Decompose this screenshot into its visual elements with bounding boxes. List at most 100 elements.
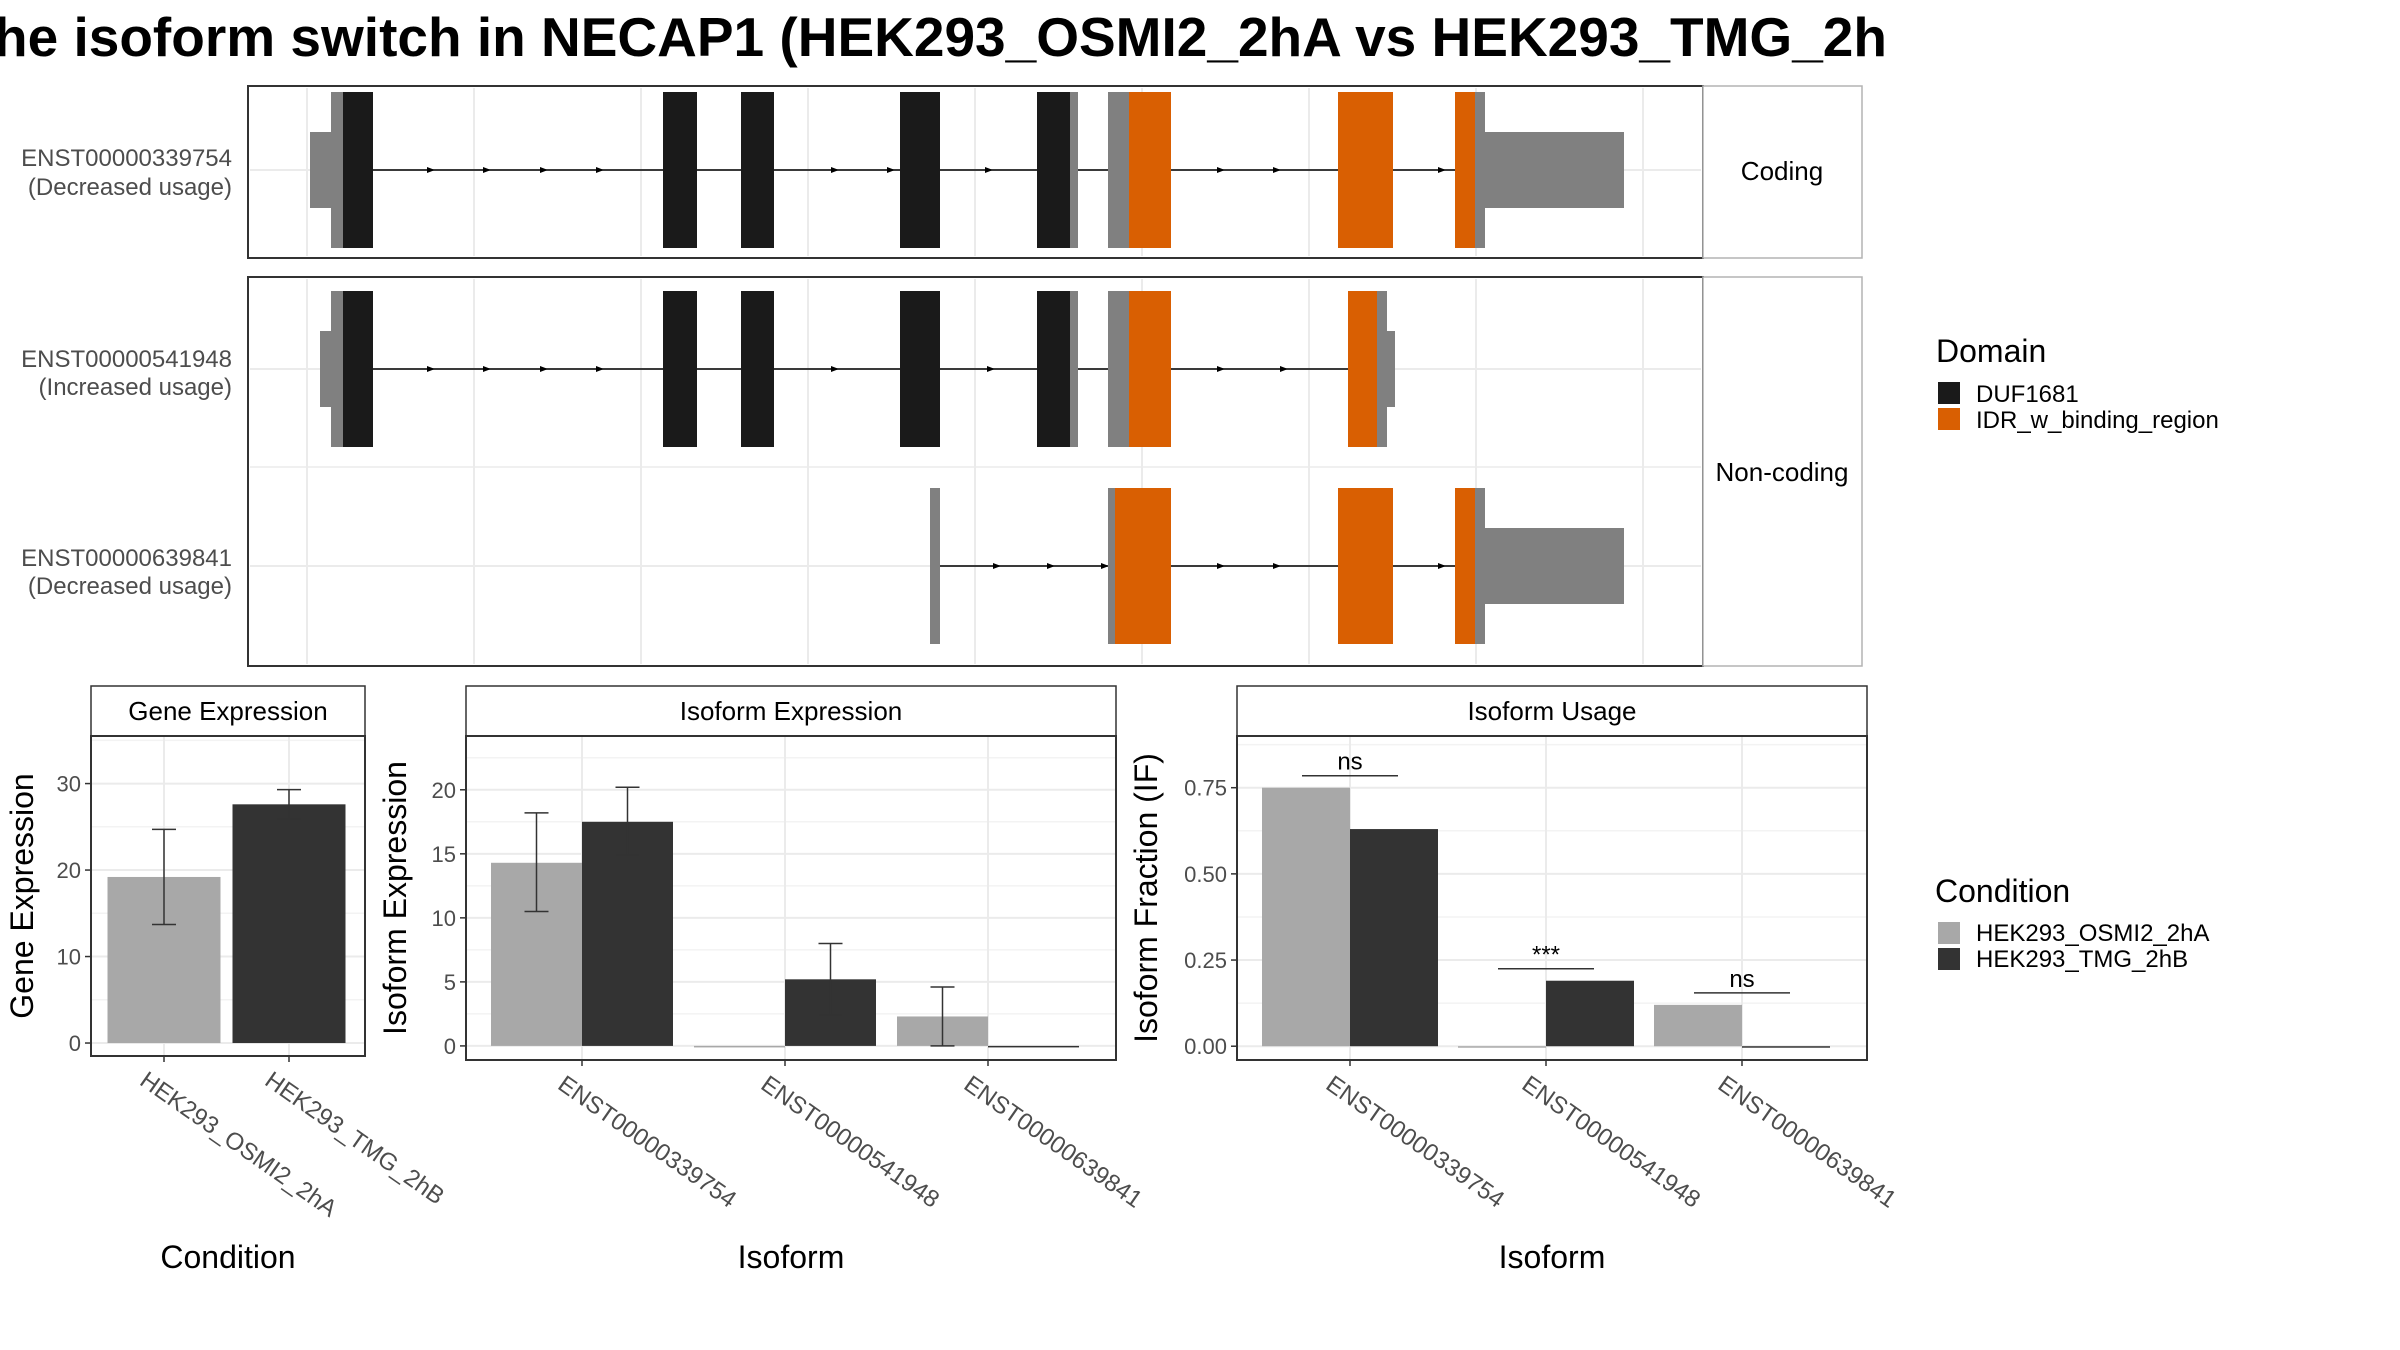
intron-direction-arrow: [831, 167, 839, 173]
idr-domain-block: [1129, 291, 1171, 447]
condition-legend-label-tmg: HEK293_TMG_2hB: [1976, 946, 2188, 973]
intron-direction-arrow: [1217, 167, 1225, 173]
gene-expression-strip: [90, 685, 366, 737]
y-tick-label: 15: [432, 842, 456, 867]
duf1681-domain-block: [663, 291, 697, 447]
isoform-expression-chart: Isoform Expression 0 5 10 15 20 ENST000003397…: [377, 685, 1147, 1275]
domain-legend-title: Domain: [1936, 333, 2046, 369]
isoform-usage-xlabel: Isoform: [1499, 1239, 1606, 1275]
duf1681-domain-block: [343, 291, 373, 447]
significance-label: ns: [1337, 749, 1362, 776]
idr-domain-block: [1455, 92, 1475, 248]
idr-domain-block: [1129, 92, 1171, 248]
significance-label: ns: [1729, 966, 1754, 993]
y-tick-label: 0: [444, 1034, 456, 1059]
domain-legend-label-duf1681: DUF1681: [1976, 381, 2079, 408]
transcript-id-3: ENST00000639841: [21, 545, 232, 572]
transcript-2-model: [320, 291, 1395, 447]
duf1681-domain-block: [900, 291, 940, 447]
data-bar: [988, 1045, 1079, 1048]
isoform-usage-chart: Isoform Usage 0.00 0.25 0.50 0.75 ns *** ns ENS…: [1128, 685, 1901, 1275]
isoform-expression-xlabel: Isoform: [738, 1239, 845, 1275]
isoform-expression-ylabel: Isoform Expression: [377, 761, 413, 1035]
duf1681-domain-block: [900, 92, 940, 248]
intron-direction-arrow: [831, 366, 839, 372]
figure-title: he isoform switch in NECAP1 (HEK293_OSMI…: [0, 6, 1887, 68]
intron-direction-arrow: [1101, 563, 1109, 569]
isoform-expression-title: Isoform Expression: [680, 696, 903, 726]
intron-direction-arrow: [1280, 366, 1288, 372]
error-bar: [615, 786, 640, 856]
y-tick-label: 0.75: [1184, 776, 1227, 801]
utr-exon-block: [1485, 528, 1624, 604]
condition-legend-title: Condition: [1935, 873, 2070, 909]
duf1681-domain-block: [1037, 291, 1070, 447]
x-tick-label: ENST00000639841: [959, 1071, 1147, 1214]
idr-domain-block: [1348, 291, 1377, 447]
isoform-usage-title: Isoform Usage: [1467, 696, 1636, 726]
intron-direction-arrow: [427, 167, 435, 173]
transcript-1-model: [310, 92, 1624, 248]
condition-legend: Condition HEK293_OSMI2_2hA HEK293_TMG_2h…: [1935, 873, 2209, 973]
domain-legend-key-idr: [1938, 408, 1960, 430]
x-tick-label: ENST00000541948: [756, 1071, 944, 1214]
y-tick-label: 20: [432, 778, 456, 803]
duf1681-domain-block: [1037, 92, 1070, 248]
utr-exon-block: [1070, 92, 1078, 248]
intron-direction-arrow: [1217, 563, 1225, 569]
utr-exon-block: [1475, 488, 1485, 644]
transcript-3-model: [930, 488, 1624, 644]
y-tick-label: 10: [432, 906, 456, 931]
transcript-id-2: ENST00000541948: [21, 346, 232, 373]
intron-direction-arrow: [1273, 167, 1281, 173]
utr-exon-block: [331, 291, 343, 447]
transcript-id-1: ENST00000339754: [21, 145, 232, 172]
duf1681-domain-block: [741, 92, 774, 248]
intron-direction-arrow: [993, 563, 1001, 569]
error-bar: [152, 828, 176, 926]
data-bar: [582, 821, 673, 1046]
utr-exon-block: [1387, 331, 1395, 407]
noncoding-facet-strip: [1702, 276, 1863, 667]
error-bar: [524, 812, 549, 913]
transcript-structure-panel: Coding Non-coding ENST00000339754 (Decre…: [21, 85, 1863, 667]
intron-direction-arrow: [540, 167, 548, 173]
y-tick-label: 0: [69, 1031, 81, 1056]
significance-label: ***: [1532, 942, 1560, 969]
gene-expression-title: Gene Expression: [128, 696, 327, 726]
data-bar: [1742, 1046, 1830, 1048]
data-bar: [232, 804, 346, 1044]
transcript-usage-2: (Increased usage): [39, 374, 232, 401]
utr-exon-block: [1108, 488, 1115, 644]
data-bar: [694, 1045, 785, 1048]
data-bar: [1350, 829, 1438, 1047]
intron-direction-arrow: [540, 366, 548, 372]
gene-expression-xlabel: Condition: [160, 1239, 295, 1275]
data-bar: [1546, 980, 1634, 1047]
duf1681-domain-block: [741, 291, 774, 447]
domain-legend-key-duf1681: [1938, 382, 1960, 404]
condition-legend-label-osmi2: HEK293_OSMI2_2hA: [1976, 920, 2209, 947]
facet-label-coding: Coding: [1741, 156, 1823, 186]
error-bar: [277, 788, 301, 820]
isoform-usage-panel-border: [1236, 735, 1868, 1061]
isoform-expression-panel-border: [465, 735, 1117, 1061]
error-bar: [930, 986, 955, 1047]
intron-direction-arrow: [427, 366, 435, 372]
condition-legend-key-tmg: [1938, 948, 1960, 970]
x-tick-label: ENST00000339754: [553, 1071, 741, 1214]
y-tick-label: 30: [57, 772, 81, 797]
utr-exon-block: [1475, 92, 1485, 248]
x-tick-label: ENST00000639841: [1713, 1071, 1901, 1214]
domain-legend: Domain DUF1681 IDR_w_binding_region: [1936, 333, 2219, 434]
intron-direction-arrow: [887, 167, 895, 173]
data-bar: [1654, 1004, 1742, 1047]
duf1681-domain-block: [663, 92, 697, 248]
data-bar: [1458, 1046, 1546, 1048]
y-tick-label: 0.25: [1184, 948, 1227, 973]
intron-direction-arrow: [1273, 563, 1281, 569]
intron-direction-arrow: [985, 167, 993, 173]
intron-direction-arrow: [987, 366, 995, 372]
utr-exon-block: [1377, 291, 1387, 447]
